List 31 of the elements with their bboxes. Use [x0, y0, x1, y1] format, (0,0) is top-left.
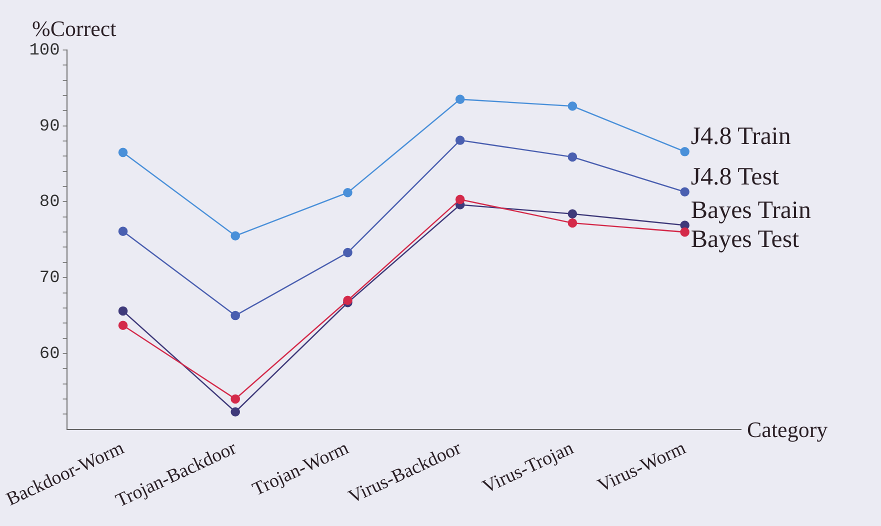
y-tick-label: 70 — [39, 269, 60, 288]
y-axis-title: %Correct — [32, 16, 116, 41]
point — [118, 226, 128, 236]
point — [680, 187, 690, 197]
series-label: J4.8 Train — [690, 123, 792, 150]
y-tick-label: 60 — [39, 344, 60, 364]
point — [343, 248, 352, 258]
y-tick-label: 90 — [39, 117, 60, 136]
point — [680, 147, 690, 156]
point — [455, 194, 465, 204]
series-label: Bayes Test — [690, 226, 800, 253]
point — [230, 407, 240, 417]
point — [230, 394, 240, 404]
y-tick-label: 80 — [39, 193, 60, 212]
point — [118, 148, 128, 158]
point — [230, 310, 240, 320]
series-label: Bayes Train — [690, 196, 812, 224]
point — [455, 94, 465, 104]
point — [568, 152, 578, 162]
series-label: J4.8 Test — [690, 163, 779, 190]
point — [568, 209, 578, 219]
point — [118, 320, 128, 330]
point — [118, 306, 128, 316]
point — [680, 227, 690, 237]
point — [568, 101, 578, 111]
point — [343, 188, 352, 198]
y-tick-label: 100 — [29, 42, 60, 60]
point — [568, 218, 578, 228]
x-axis-title: Category — [747, 417, 828, 442]
point — [455, 136, 465, 145]
point — [230, 231, 240, 241]
